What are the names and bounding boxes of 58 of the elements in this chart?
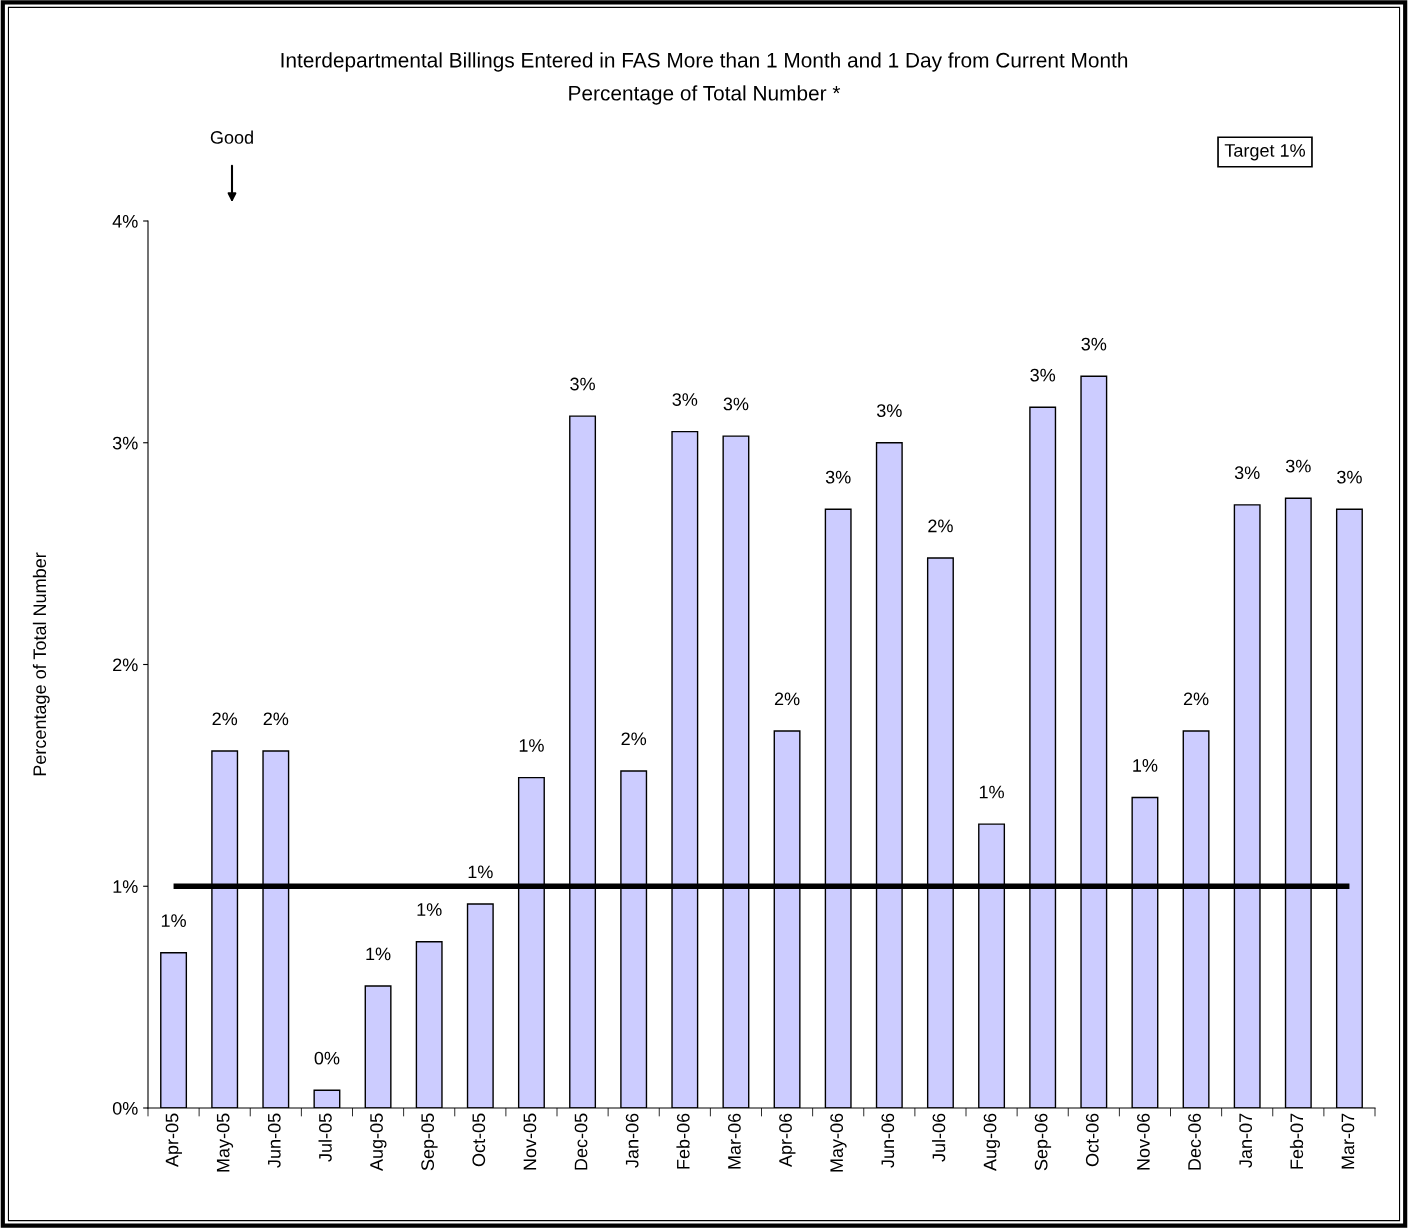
data-label: 3% [825,470,851,484]
x-tick-label: May-05 [216,1113,234,1172]
text: Good [210,130,253,144]
data-label: 2% [212,712,238,726]
x-tick-label: Jan-06 [625,1113,639,1168]
x-tick-label: Aug-06 [983,1113,1000,1172]
x-tick-label: Dec-06 [1188,1113,1201,1170]
y-axis-title: Percentage of Total Number [32,552,50,776]
data-label: 3% [570,377,595,391]
x-tick-label: Sep-06 [1034,1113,1052,1171]
ref-line-label: Target 1% [1224,144,1305,161]
x-tick-label: Sep-05 [421,1113,438,1171]
data-label: 2% [621,732,647,746]
y-tick-label: 4% [112,215,138,228]
x-tick-label: Nov-05 [523,1113,537,1170]
y-tick-label: 1% [113,880,138,893]
y-tick-label: 3% [112,436,138,450]
x-tick-label: Aug-05 [370,1113,387,1172]
x-tick-label: Nov-06 [1137,1113,1150,1170]
data-label: 3% [672,393,698,406]
x-tick-label: Feb-06 [676,1113,690,1169]
data-label: 1% [161,914,186,927]
x-tick-label: Dec-05 [574,1113,588,1170]
y-tick-label: 0% [112,1101,138,1115]
data-label: 2% [263,712,289,726]
data-label: 3% [1030,368,1056,382]
data-label: 3% [1081,337,1107,351]
x-tick-label: Feb-07 [1289,1113,1304,1169]
x-tick-label: Oct-05 [472,1113,486,1167]
data-label: 1% [417,903,442,916]
data-label: 2% [928,519,953,533]
data-label: 1% [1133,759,1158,772]
x-tick-label: Jun-05 [267,1113,281,1168]
data-label: 2% [774,692,800,706]
data-label: 3% [1337,470,1362,484]
data-label: 1% [468,865,493,879]
y-tick-label: 2% [113,658,138,672]
x-tick-label: Jan-07 [1239,1113,1253,1168]
chart-subtitle: Percentage of Total Number * [569,85,841,105]
x-tick-label: Jul-05 [318,1113,332,1162]
data-label: 2% [1183,692,1209,706]
data-label: 3% [1285,459,1311,473]
chart-title: Interdepartmental Billings Entered in FAS More than 1 Month and 1 Day from Current Month [281,52,1128,72]
data-label: 1% [366,947,391,961]
x-tick-label: Jun-06 [881,1113,895,1168]
data-label: 0% [314,1051,340,1065]
data-label: 3% [723,397,749,411]
x-tick-label: May-06 [830,1113,847,1172]
data-label: 1% [979,785,1004,799]
x-tick-label: Mar-07 [1341,1113,1355,1169]
x-tick-label: Apr-06 [779,1113,796,1168]
x-tick-label: Jul-06 [932,1113,946,1162]
x-tick-label: Oct-06 [1085,1113,1099,1167]
x-tick-label: Apr-05 [165,1113,182,1168]
x-tick-label: Mar-06 [728,1113,741,1169]
data-label: 1% [519,739,544,752]
data-label: 3% [876,404,902,418]
data-label: 3% [1234,466,1260,480]
